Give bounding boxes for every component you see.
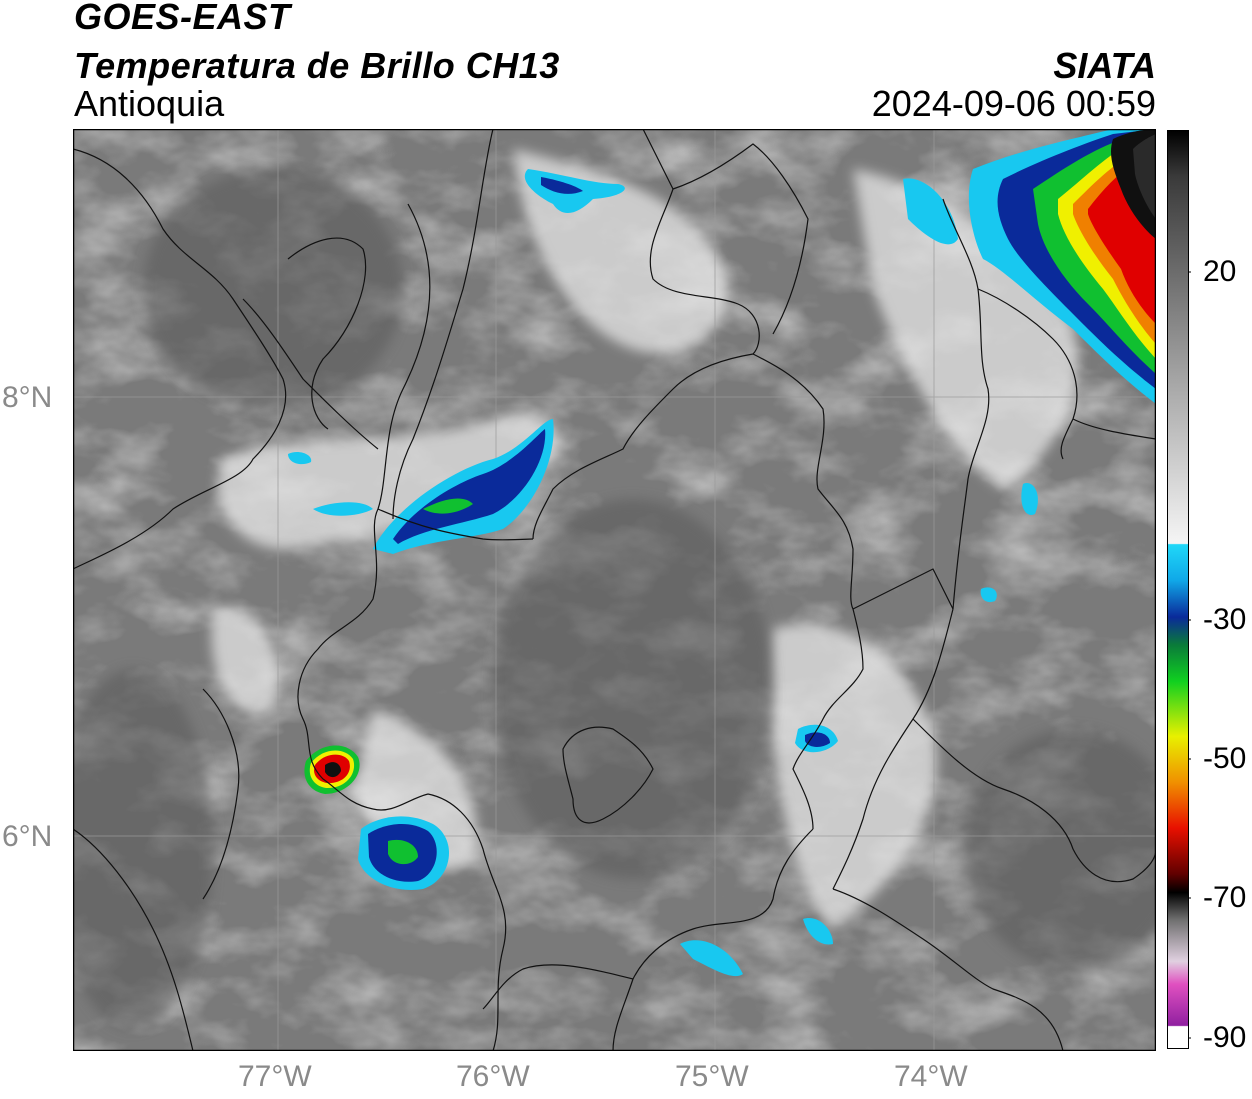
lat-label-8n: 8°N [2, 381, 53, 414]
timestamp-label: 2024-09-06 00:59 [871, 83, 1156, 124]
political-boundaries [73, 129, 1156, 1051]
cold-cloud-top-north [524, 169, 625, 214]
lon-label-75w: 75°W [675, 1060, 749, 1093]
dark-cloud-free-areas [73, 169, 1156, 1029]
lat-label-6n: 6°N [2, 820, 53, 853]
large-convective-system-ne [903, 129, 1156, 404]
bright-cloud-bands [211, 149, 1079, 929]
lon-label-77w: 77°W [238, 1060, 312, 1093]
cold-cloud-top-urab [288, 419, 554, 554]
lon-label-76w: 76°W [456, 1060, 530, 1093]
organization-label: SIATA [1053, 45, 1156, 86]
deep-convection-cell [304, 745, 360, 794]
title-line-1: GOES-EAST [74, 0, 291, 37]
graticule [73, 129, 1156, 1051]
map-frame [73, 129, 1156, 1051]
colorbar [1167, 130, 1191, 1049]
colorbar-tick-minus50: -50 [1203, 742, 1247, 775]
cold-cloud-top-atrato [358, 816, 450, 890]
title-line-2: Temperatura de Brillo CH13 [74, 45, 560, 86]
satellite-map[interactable] [73, 129, 1156, 1051]
colorbar-tick-minus70: -70 [1203, 881, 1247, 914]
colorbar-tick-20: 20 [1203, 255, 1237, 288]
colorbar-tick-minus30: -30 [1203, 603, 1247, 636]
cold-cloud-top-east [680, 483, 1038, 977]
lon-label-74w: 74°W [894, 1060, 968, 1093]
colorbar-tick-minus90: -90 [1203, 1021, 1247, 1054]
region-label: Antioquia [74, 83, 225, 124]
